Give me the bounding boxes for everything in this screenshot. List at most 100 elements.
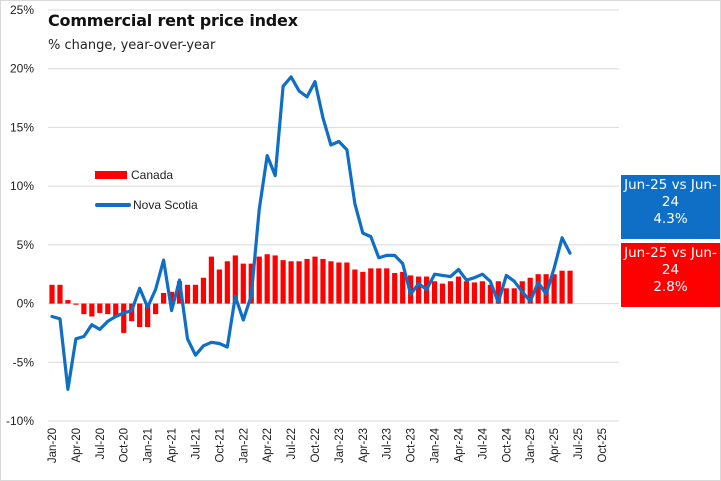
x-tick-label: Jan-23 (334, 428, 346, 463)
x-tick-label: Jan-22 (238, 428, 250, 463)
legend-swatch-canada (95, 171, 127, 179)
x-tick-label: Apr-24 (453, 427, 465, 462)
bar-canada (105, 303, 111, 315)
bar-canada (97, 303, 103, 313)
bar-canada (280, 260, 286, 304)
bar-canada (471, 282, 478, 304)
bar-canada (479, 281, 485, 304)
bar-canada (73, 303, 79, 305)
x-tick-label: Apr-23 (358, 428, 370, 463)
nova-scotia-line-group (50, 75, 572, 391)
bar-canada (312, 256, 318, 304)
x-tick-label: Jan-25 (525, 428, 537, 463)
bar-canada (216, 269, 222, 304)
y-tick-label: 25% (10, 3, 34, 17)
legend-swatch-nova-scotia (95, 203, 131, 207)
bar-canada (272, 255, 278, 304)
bar-canada (439, 283, 446, 304)
bar-canada (551, 274, 557, 304)
bar-canada (447, 281, 454, 304)
x-axis-labels: Jan-20 Apr-20 Jul-20 Oct-20 Jan-21 Apr-21 Jul-… (47, 427, 609, 463)
x-tick-label: Oct-23 (406, 428, 418, 463)
callout-ns-value: 4.3% (653, 211, 688, 227)
x-tick-label: Jan-24 (430, 427, 442, 463)
y-axis-labels: -10% -5% 0% 5% 10% 15% 20% 25% (6, 3, 34, 428)
legend-item-nova-scotia: Nova Scotia (95, 190, 198, 220)
y-tick-label: 10% (10, 179, 34, 193)
x-tick-label: Oct-24 (501, 427, 513, 462)
bar-canada (392, 273, 398, 304)
bar-canada (296, 261, 302, 304)
bar-canada (559, 270, 565, 304)
bar-canada (495, 281, 501, 304)
x-tick-label: Jan-21 (143, 428, 155, 463)
x-tick-label: Jul-24 (477, 427, 489, 459)
bar-canada (256, 256, 262, 304)
bar-canada (352, 269, 358, 304)
bar-canada (503, 288, 509, 304)
chart-title: Commercial rent price index (48, 11, 298, 30)
x-tick-label: Oct-21 (214, 428, 226, 463)
bar-canada (168, 291, 175, 304)
y-tick-label: -5% (13, 355, 35, 369)
x-tick-label: Oct-22 (310, 428, 322, 463)
bar-canada (384, 268, 390, 304)
bar-canada (160, 293, 167, 304)
x-tick-label: Jul-20 (95, 428, 107, 459)
x-tick-label: Jan-20 (47, 428, 59, 463)
bar-canada (455, 276, 462, 304)
bar-canada (431, 281, 438, 304)
bar-canada (113, 303, 119, 317)
x-tick-label: Jul-25 (573, 428, 585, 459)
bar-canada (264, 254, 270, 304)
bar-canada (145, 303, 151, 328)
y-tick-label: 15% (10, 120, 34, 134)
bar-canada (240, 263, 246, 304)
legend: Canada Nova Scotia (95, 160, 198, 220)
bar-canada (224, 261, 230, 304)
callout-canada: Jun-25 vs Jun- 24 2.8% (621, 243, 720, 307)
x-tick-label: Oct-20 (119, 428, 131, 463)
x-tick-label: Oct-25 (597, 428, 609, 463)
bar-canada (527, 277, 533, 304)
callout-ns-line1: Jun-25 vs Jun- (624, 177, 717, 193)
bar-canada (567, 270, 573, 304)
bar-canada (65, 300, 71, 304)
bar-canada (328, 261, 334, 304)
legend-label-nova-scotia: Nova Scotia (133, 198, 198, 212)
bar-canada (208, 256, 214, 304)
bar-canada (511, 288, 517, 304)
bar-canada (416, 276, 422, 304)
legend-label-canada: Canada (131, 168, 174, 182)
callout-ns-line2: 24 (661, 194, 680, 210)
x-tick-label: Apr-22 (262, 428, 274, 463)
bar-canada (288, 261, 294, 304)
y-tick-label: -10% (6, 414, 34, 428)
x-tick-label: Jul-21 (190, 428, 202, 459)
callout-ca-line1: Jun-25 vs Jun- (624, 245, 717, 261)
bar-canada (129, 303, 135, 322)
x-tick-label: Jul-22 (286, 428, 298, 459)
bar-canada (400, 271, 406, 304)
y-tick-label: 5% (17, 238, 35, 252)
chart-subtitle: % change, year-over-year (48, 38, 216, 53)
bar-canada (232, 255, 238, 304)
bar-canada (89, 303, 95, 317)
bar-canada (184, 284, 191, 304)
legend-item-canada: Canada (95, 160, 198, 190)
callout-ca-value: 2.8% (653, 279, 688, 295)
bar-canada (344, 262, 350, 304)
y-tick-label: 0% (17, 297, 35, 311)
bar-canada (49, 284, 55, 304)
bar-canada (121, 303, 127, 333)
callout-ca-line2: 24 (661, 262, 680, 278)
bar-canada (137, 303, 143, 328)
bar-canada (304, 258, 310, 304)
x-tick-label: Apr-21 (167, 428, 179, 463)
bar-canada (368, 268, 374, 304)
x-tick-label: Apr-20 (71, 428, 83, 463)
line-nova-scotia (50, 75, 572, 391)
x-tick-label: Apr-25 (549, 428, 561, 463)
bar-canada (200, 277, 207, 304)
